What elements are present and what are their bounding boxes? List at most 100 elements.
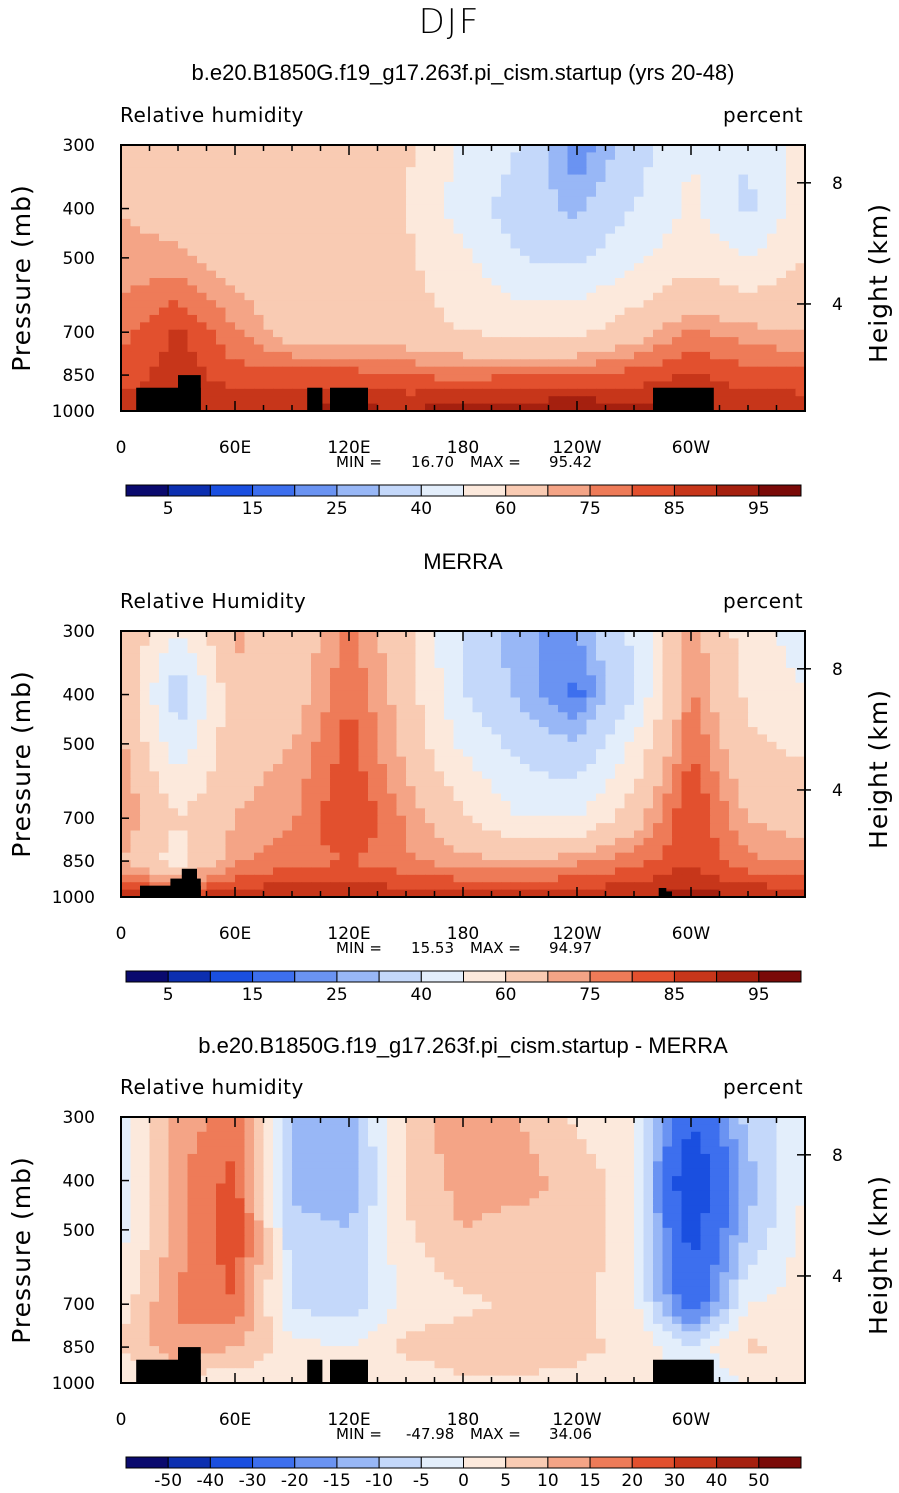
heatmap-cell [415,359,426,368]
heatmap-cell [235,189,246,198]
heatmap-cell [330,344,341,353]
heatmap-cell [425,285,436,294]
heatmap-cell [748,771,759,780]
heatmap-cell [738,226,749,235]
heatmap-cell [795,808,806,817]
heatmap-cell [729,167,740,176]
heatmap-cell [586,631,597,639]
heatmap-cell [729,233,740,242]
heatmap-cell [140,174,151,183]
heatmap-cell [681,645,692,654]
heatmap-cell [149,675,160,684]
heatmap-cell [795,359,806,368]
heatmap-cell [567,270,578,279]
heatmap-cell [377,366,388,375]
heatmap-cell [339,712,350,721]
heatmap-cell [292,329,303,338]
heatmap-cell [539,374,550,383]
heatmap-cell [691,815,702,824]
heatmap-cell [510,322,521,331]
heatmap-cell [786,300,797,309]
heatmap-cell [206,800,217,809]
heatmap-cell [653,248,664,257]
heatmap-cell [263,719,274,728]
heatmap-cell [653,329,664,338]
heatmap-cell [672,167,683,176]
heatmap-cell [776,823,787,832]
heatmap-cell [368,263,379,272]
heatmap-cell [767,278,778,286]
heatmap-cell [254,263,265,272]
heatmap-cell [434,727,445,736]
heatmap-cell [662,278,673,286]
heatmap-cell [672,653,683,662]
heatmap-cell [729,381,740,390]
heatmap-cell [368,845,379,854]
heatmap-cell [444,174,455,183]
heatmap-cell [282,778,293,787]
heatmap-cell [168,756,179,765]
heatmap-cell [130,329,141,338]
heatmap-cell [767,388,778,397]
heatmap-cell [273,719,284,728]
heatmap-cell [377,159,388,168]
heatmap-cell [795,727,806,736]
heatmap-cell [520,845,531,854]
y-tick-label: 500 [63,249,95,269]
heatmap-cell [358,741,369,750]
heatmap-cell [140,337,151,346]
heatmap-cell [301,145,312,153]
heatmap-cell [767,837,778,846]
heatmap-cell [330,263,341,272]
heatmap-cell [634,756,645,765]
heatmap-cell [121,845,132,854]
heatmap-cell [767,727,778,736]
heatmap-cell [368,771,379,780]
heatmap-cell [463,697,474,706]
heatmap-cell [187,764,198,772]
heatmap-cell [586,167,597,176]
heatmap-cell [273,837,284,846]
heatmap-cell [349,764,360,772]
heatmap-cell [311,292,322,301]
heatmap-cell [691,329,702,338]
heatmap-cell [672,830,683,839]
heatmap-cell [235,653,246,662]
heatmap-cell [776,697,787,706]
heatmap-cell [691,344,702,353]
heatmap-cell [434,145,445,153]
heatmap-cell [292,734,303,743]
heatmap-cell [244,366,255,375]
x-tick-label: 120W [552,438,601,458]
heatmap-cell [681,845,692,854]
heatmap-cell [710,248,721,257]
heatmap-cell [615,285,626,294]
heatmap-cell [757,167,768,176]
heatmap-cell [235,403,246,412]
heatmap-cell [548,204,559,213]
heatmap-cell [263,845,274,854]
heatmap-cell [387,211,398,220]
heatmap-cell [140,631,151,639]
heatmap-cell [130,174,141,183]
heatmap-cell [244,337,255,346]
heatmap-cell [520,786,531,795]
heatmap-cell [729,337,740,346]
heatmap-cell [615,366,626,375]
heatmap-cell [396,823,407,832]
heatmap-cell [710,300,721,309]
heatmap-cell [605,793,616,802]
heatmap-cell [121,381,132,390]
heatmap-cell [159,374,170,383]
heatmap-cell [624,307,635,316]
heatmap-cell [187,631,198,639]
heatmap-cell [729,159,740,168]
heatmap-cell [444,366,455,375]
heatmap-cell [672,278,683,286]
heatmap-cell [710,366,721,375]
heatmap-cell [425,263,436,272]
heatmap-cell [425,719,436,728]
heatmap-cell [795,704,806,713]
heatmap-cell [434,712,445,721]
